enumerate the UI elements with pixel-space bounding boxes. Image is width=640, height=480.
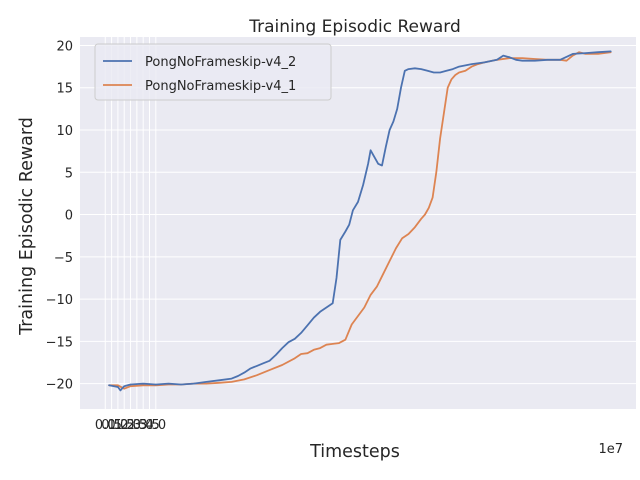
x-tick-label: 1.5 [114,418,135,433]
tick-labels: 0.00.51.01.52.02.53.03.54.0 −20 −15 −10 −5 0 5… [46,39,167,433]
x-tick-label: 0.0 [95,418,116,433]
y-tick-label: −20 [46,378,73,393]
y-tick-label: 10 [56,124,73,139]
y-tick-label: 20 [56,39,73,54]
x-tick-label: 3.0 [133,418,154,433]
series-lines [108,50,612,392]
y-axis-title: Training Episodic Reward [17,117,37,336]
y-tick-label: 0 [65,209,73,224]
x-offset-label: 1e7 [598,442,623,457]
y-tick-label: 15 [56,82,73,97]
legend-label-series-1: PongNoFrameskip-v4_1 [145,79,296,94]
x-tick-label: 4.0 [145,418,166,433]
series-line-PongNoFrameskip-v4_1 [108,51,612,390]
y-tick-label: −10 [46,293,73,308]
legend-label-series-2: PongNoFrameskip-v4_2 [145,55,296,70]
x-axis-title: Timesteps [309,442,400,462]
x-tick-label: 2.0 [120,418,141,433]
legend-box [94,43,332,101]
legend: PongNoFrameskip-v4_2 PongNoFrameskip-v4_… [94,43,332,101]
y-tick-label: −5 [54,251,73,266]
x-tick-label: 2.5 [127,418,148,433]
x-tick-label: 3.5 [139,418,160,433]
y-tick-label: −15 [46,335,73,350]
x-tick-label: 1.0 [108,418,129,433]
chart-title: Training Episodic Reward [248,17,461,37]
series-line-PongNoFrameskip-v4_2 [108,50,612,392]
x-tick-label: 0.5 [101,418,122,433]
y-tick-label: 5 [65,166,73,181]
